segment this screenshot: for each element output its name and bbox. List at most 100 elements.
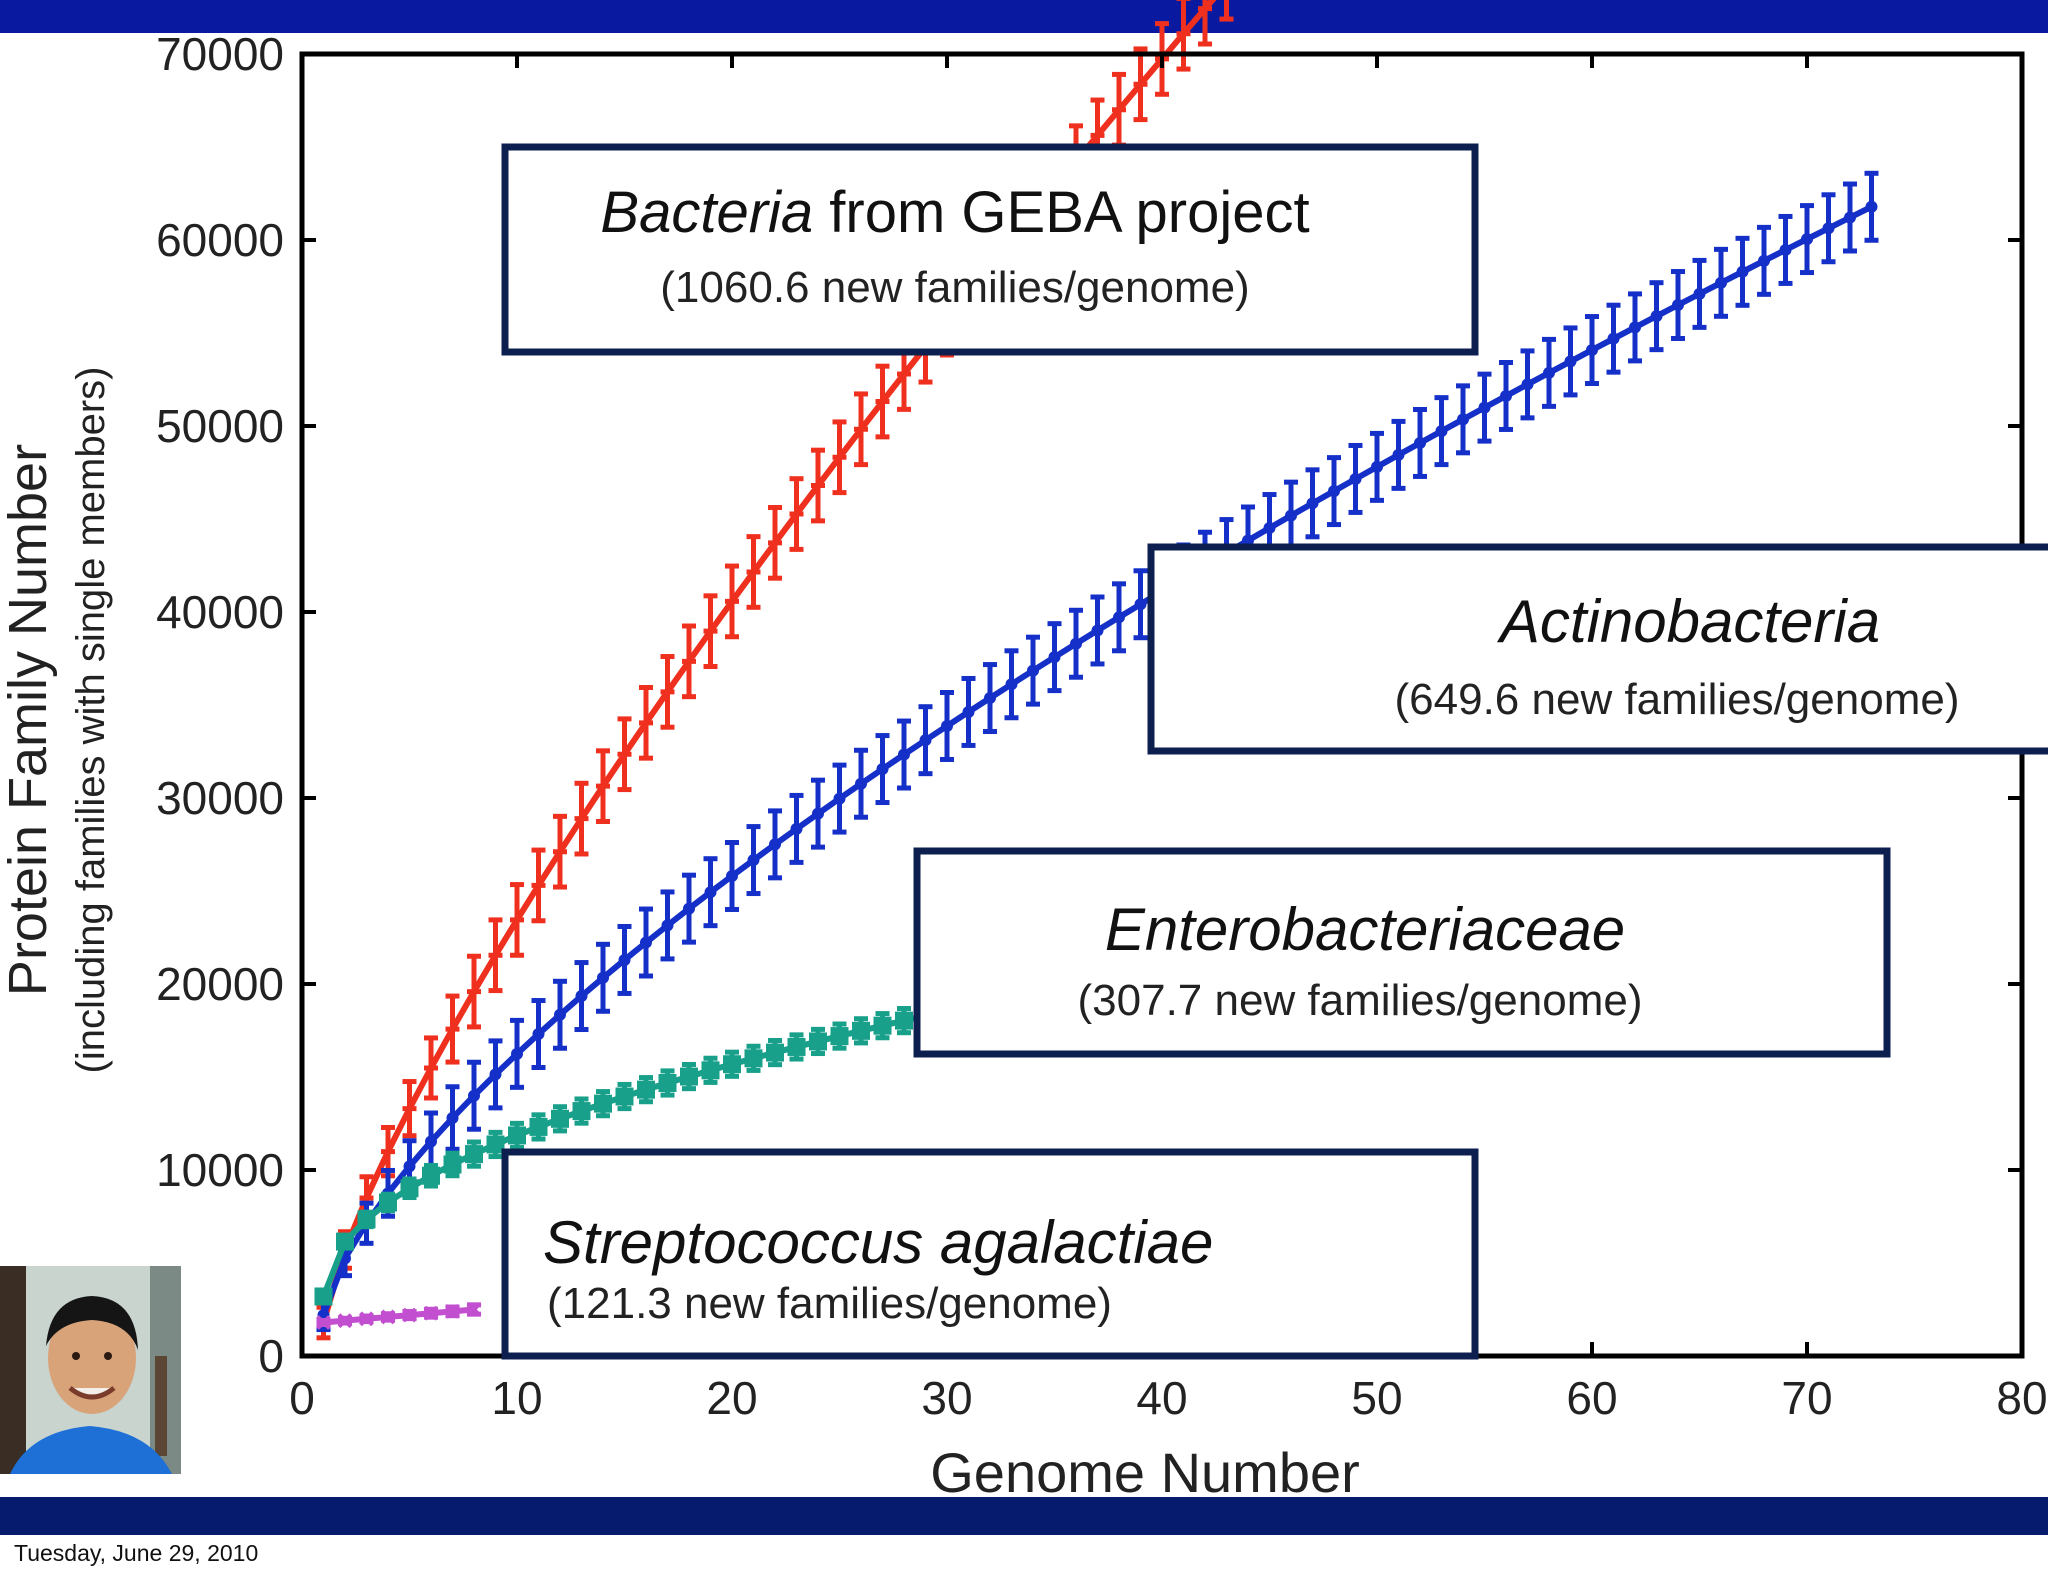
data-point: [597, 971, 609, 984]
data-point: [744, 1049, 763, 1068]
data-point: [790, 822, 803, 835]
data-point: [1133, 77, 1148, 92]
data-point: [789, 507, 804, 522]
data-point: [572, 1102, 591, 1121]
data-point: [489, 1068, 502, 1081]
top-band: [0, 0, 2048, 33]
data-point: [1328, 485, 1340, 498]
presenter-photo-icon: [0, 1266, 181, 1474]
data-point: [832, 450, 847, 465]
data-point: [422, 1166, 440, 1185]
data-point: [1070, 637, 1082, 650]
data-point: [833, 792, 846, 805]
data-point: [380, 1309, 396, 1325]
data-point: [1285, 509, 1297, 522]
x-tick-label: 10: [491, 1372, 542, 1424]
data-point: [639, 715, 653, 730]
data-point: [1521, 378, 1534, 391]
data-point: [680, 1067, 698, 1086]
data-point: [402, 1307, 417, 1323]
data-point: [1801, 233, 1813, 246]
data-point: [682, 654, 696, 669]
data-point: [876, 763, 889, 776]
data-point: [701, 1061, 720, 1080]
data-point: [830, 1027, 849, 1046]
x-axis-label: Genome Number: [930, 1441, 1360, 1500]
y-tick-label: 50000: [156, 400, 284, 452]
data-point: [812, 807, 824, 820]
x-tick-label: 0: [289, 1372, 315, 1424]
data-point: [637, 1080, 655, 1099]
data-point: [425, 1135, 437, 1148]
annotation-actino-italic: Actinobacteria: [1497, 588, 1880, 655]
data-point: [984, 692, 996, 705]
data-point: [1543, 366, 1555, 379]
y-tick-label: 20000: [156, 958, 284, 1010]
data-point: [381, 1144, 395, 1159]
series-3: [316, 1302, 482, 1330]
data-point: [529, 1117, 548, 1136]
data-point: [1500, 389, 1512, 402]
data-point: [510, 912, 524, 927]
data-point: [809, 1032, 827, 1051]
data-point: [424, 1060, 438, 1075]
data-point: [531, 878, 546, 893]
data-point: [1844, 211, 1856, 224]
y-tick-label: 70000: [156, 28, 284, 80]
data-point: [466, 1302, 482, 1317]
data-point: [1113, 611, 1125, 624]
data-point: [400, 1179, 419, 1198]
data-point: [1693, 287, 1706, 300]
data-point: [594, 1094, 612, 1113]
data-point: [1586, 344, 1598, 357]
data-point: [661, 919, 674, 932]
data-point: [811, 478, 825, 493]
data-point: [1392, 448, 1405, 461]
data-point: [1134, 598, 1147, 611]
data-point: [574, 811, 589, 826]
data-point: [1865, 200, 1878, 213]
data-point: [1112, 102, 1126, 117]
annotation-bacteria: Bacteria from GEBA project (1060.6 new f…: [501, 143, 1479, 356]
y-axis-sublabel: (including families with single members): [69, 367, 113, 1074]
data-point: [1048, 651, 1061, 664]
annotation-bacteria-italic: Bacteria: [600, 180, 813, 245]
data-point: [446, 1112, 459, 1125]
x-tick-label: 20: [706, 1372, 757, 1424]
data-point: [1306, 497, 1319, 510]
data-point: [1414, 436, 1426, 449]
data-point: [1005, 678, 1018, 691]
footer-date: Tuesday, June 29, 2010: [14, 1540, 259, 1566]
data-point: [962, 705, 975, 718]
data-point: [1779, 243, 1792, 256]
data-point: [1435, 425, 1448, 438]
bottom-band: [0, 1497, 2048, 1535]
data-point: [1371, 460, 1383, 473]
data-point: [1822, 222, 1835, 235]
data-point: [746, 564, 761, 579]
data-point: [1263, 522, 1276, 535]
data-point: [1607, 332, 1620, 345]
data-point: [895, 1011, 913, 1030]
data-point: [898, 748, 910, 761]
data-point: [468, 1089, 480, 1102]
annotation-bacteria-rest: from GEBA project: [813, 180, 1309, 245]
data-point: [1672, 299, 1684, 312]
data-point: [1090, 128, 1105, 143]
data-point: [855, 777, 867, 790]
y-axis-label: Protein Family Number: [0, 444, 58, 996]
data-point: [873, 1016, 892, 1035]
data-point: [465, 1145, 483, 1164]
x-tick-label: 70: [1781, 1372, 1832, 1424]
x-tick-label: 60: [1566, 1372, 1617, 1424]
data-point: [488, 948, 503, 963]
data-point: [1349, 472, 1362, 485]
data-point: [704, 886, 717, 899]
data-point: [747, 854, 760, 867]
data-point: [554, 1008, 566, 1021]
data-point: [615, 1087, 634, 1106]
data-point: [769, 838, 781, 851]
data-point: [1758, 254, 1770, 267]
data-point: [508, 1126, 526, 1145]
data-point: [1715, 276, 1727, 289]
